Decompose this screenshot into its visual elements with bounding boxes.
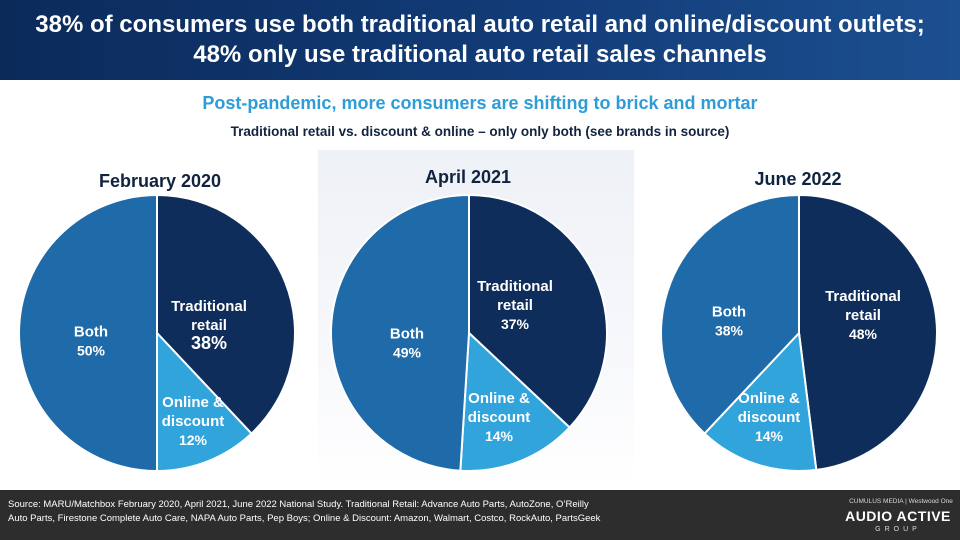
footer-bar bbox=[0, 490, 960, 540]
pie-label-traditional-retail: retail bbox=[845, 307, 881, 324]
pie-value-online-discount: 14% bbox=[755, 428, 784, 444]
pie-label-online-discount: discount bbox=[468, 409, 531, 426]
pie-slice-both bbox=[18, 193, 158, 473]
pie-value-both: 50% bbox=[77, 343, 106, 359]
pie-label-traditional-retail: retail bbox=[497, 297, 533, 314]
pie-label-both: Both bbox=[74, 324, 108, 341]
pie-value-both: 49% bbox=[393, 345, 422, 361]
pie-value-online-discount: 14% bbox=[485, 428, 514, 444]
pie-slice-online-discount bbox=[703, 330, 818, 472]
page-title: 38% of consumers use both traditional au… bbox=[35, 11, 925, 68]
pie-value-both: 38% bbox=[715, 323, 744, 339]
logo-group: GROUP bbox=[875, 526, 921, 533]
pie-slice-online-discount bbox=[459, 330, 572, 472]
source-note: Source: MARU/Matchbox February 2020, Apr… bbox=[8, 498, 728, 526]
pie-label-both: Both bbox=[712, 304, 746, 321]
pie-label-online-discount: Online & bbox=[468, 390, 530, 407]
pie-value-traditional-retail: 38% bbox=[191, 333, 227, 353]
pie-label-traditional-retail: Traditional bbox=[477, 278, 553, 295]
logo-audio-active: AUDIO ACTIVE bbox=[845, 508, 951, 524]
source-line-2: Auto Parts, Firestone Complete Auto Care… bbox=[8, 513, 601, 524]
pie-label-traditional-retail: Traditional bbox=[171, 298, 247, 315]
source-line-1: Source: MARU/Matchbox February 2020, Apr… bbox=[8, 499, 589, 510]
pie-label-online-discount: Online & bbox=[738, 390, 800, 407]
pie-title-feb-2020: February 2020 bbox=[98, 171, 222, 191]
header-banner: 38% of consumers use both traditional au… bbox=[0, 0, 960, 80]
pie-slice-both bbox=[330, 193, 470, 472]
pie-value-traditional-retail: 48% bbox=[849, 326, 878, 342]
pie-slice-traditional-retail bbox=[798, 193, 938, 472]
pie-slice-online-discount bbox=[156, 330, 253, 473]
pie-slice-traditional-retail bbox=[468, 193, 608, 429]
pie-title-jun-2022: June 2022 bbox=[754, 169, 842, 189]
pie-value-traditional-retail: 37% bbox=[501, 316, 530, 332]
pie-label-both: Both bbox=[390, 326, 424, 343]
pie-label-online-discount: discount bbox=[162, 413, 225, 430]
pie-value-online-discount: 12% bbox=[179, 432, 208, 448]
pie-title-apr-2021: April 2021 bbox=[424, 167, 512, 187]
pie-slice-both bbox=[660, 193, 800, 436]
chart-subtitle: Post-pandemic, more consumers are shifti… bbox=[202, 93, 758, 113]
pie-label-online-discount: discount bbox=[738, 409, 801, 426]
pie-chart-apr-2021: Traditional retail 37% Online & discount 14% B… bbox=[330, 193, 608, 472]
chart-description: Traditional retail vs. discount & online… bbox=[230, 124, 730, 139]
logo-parent-brand: CUMULUS MEDIA | Westwood One bbox=[849, 498, 953, 505]
pie-chart-jun-2022: Traditional retail 48% Online & discount 14% B… bbox=[660, 193, 938, 472]
pie-label-online-discount: Online & bbox=[162, 394, 224, 411]
pie-label-traditional-retail: retail bbox=[191, 317, 227, 334]
pie-label-traditional-retail: Traditional bbox=[825, 288, 901, 305]
pie-slice-traditional-retail bbox=[156, 193, 296, 436]
